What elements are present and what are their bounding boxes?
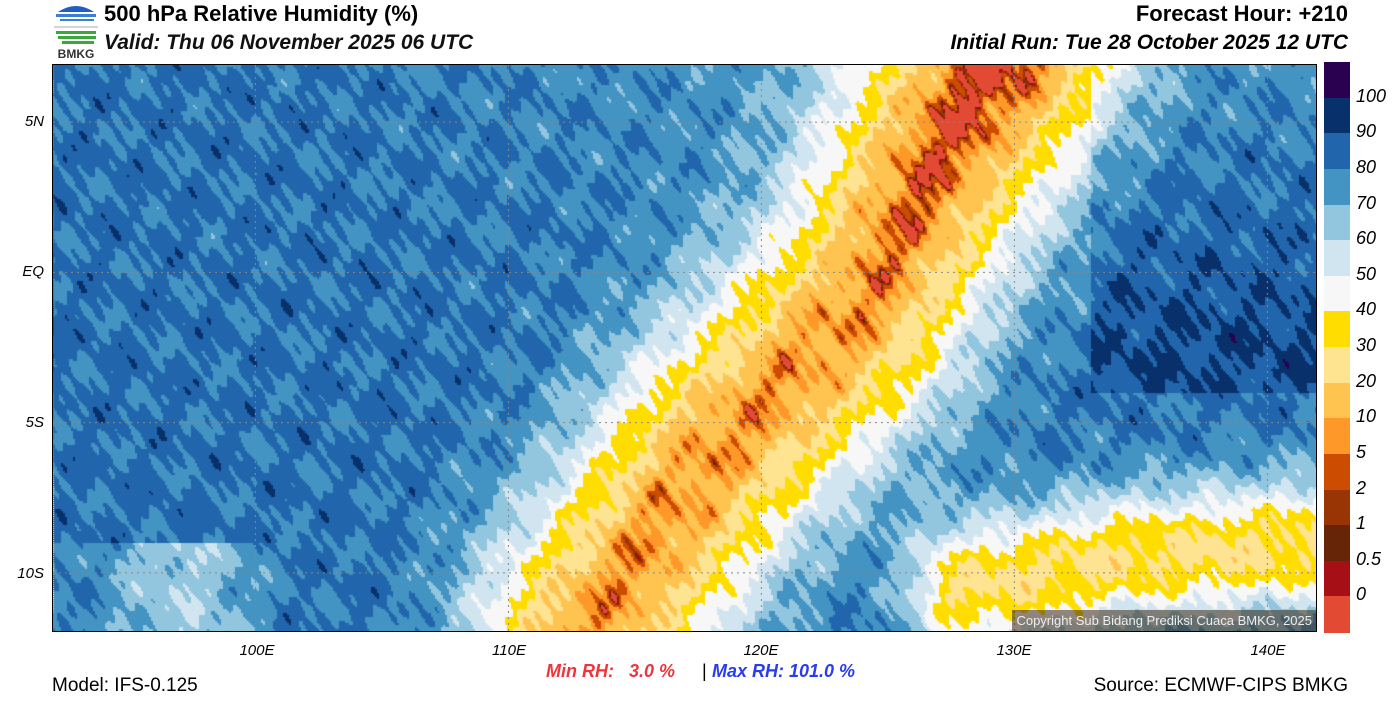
lat-tick-eq: EQ	[22, 263, 44, 280]
colorbar-segment	[1324, 240, 1350, 277]
max-rh: Max RH: 101.0 %	[712, 661, 856, 681]
separator: |	[702, 661, 707, 681]
colorbar-label: 0.5	[1356, 548, 1382, 569]
colorbar-segment	[1324, 560, 1350, 597]
colorbar-segment	[1324, 311, 1350, 348]
min-rh: Min RH: 3.0 %	[546, 661, 676, 681]
colorbar-label: 2	[1356, 477, 1367, 498]
colorbar-segment	[1324, 62, 1350, 99]
colorbar-segment	[1324, 418, 1350, 455]
colorbar-segment	[1324, 525, 1350, 562]
copyright-notice: Copyright Sub Bidang Prediksi Cuaca BMKG…	[1012, 610, 1316, 631]
lon-tick-100e: 100E	[239, 642, 275, 659]
colorbar-segment	[1324, 275, 1350, 312]
lon-tick-130e: 130E	[996, 642, 1032, 659]
humidity-map: Copyright Sub Bidang Prediksi Cuaca BMKG…	[52, 64, 1317, 632]
colorbar-segment	[1324, 453, 1350, 490]
colorbar-label: 0	[1356, 584, 1367, 605]
colorbar-label: 70	[1356, 192, 1377, 213]
colorbar-label: 80	[1356, 156, 1377, 177]
source-label: Source: ECMWF-CIPS BMKG	[1093, 675, 1348, 696]
humidity-field	[53, 65, 1316, 631]
lat-tick-5s: 5S	[25, 414, 44, 431]
lon-tick-120e: 120E	[743, 642, 779, 659]
valid-time: Valid: Thu 06 November 2025 06 UTC	[104, 31, 474, 54]
forecast-hour: Forecast Hour: +210	[1135, 1, 1348, 26]
colorbar-label: 100	[1356, 85, 1387, 106]
colorbar-label: 5	[1356, 441, 1367, 462]
chart-title: 500 hPa Relative Humidity (%)	[104, 1, 419, 26]
bmkg-logo: BMKG	[52, 2, 100, 62]
colorbar-label: 50	[1356, 263, 1377, 284]
svg-text:BMKG: BMKG	[58, 47, 95, 61]
colorbar-segment	[1324, 382, 1350, 419]
lon-tick-110e: 110E	[492, 642, 526, 659]
colorbar-label: 20	[1356, 370, 1377, 391]
colorbar-label: 1	[1356, 513, 1367, 534]
colorbar-label: 30	[1356, 335, 1377, 355]
colorbar-label: 10	[1356, 406, 1377, 427]
lon-tick-140e: 140E	[1250, 642, 1286, 659]
colorbar	[1324, 62, 1350, 633]
graticule	[53, 65, 1316, 631]
colorbar-label: 40	[1356, 299, 1377, 320]
model-label: Model: IFS-0.125	[52, 675, 198, 696]
colorbar-segment	[1324, 133, 1350, 170]
colorbar-label: 90	[1356, 121, 1377, 142]
colorbar-segment	[1324, 168, 1350, 205]
colorbar-segment	[1324, 489, 1350, 526]
colorbar-label: 60	[1356, 228, 1377, 249]
colorbar-segment	[1324, 347, 1350, 384]
colorbar-segment	[1324, 596, 1350, 633]
initial-run: Initial Run: Tue 28 October 2025 12 UTC	[950, 31, 1348, 54]
colorbar-segment	[1324, 97, 1350, 134]
lat-tick-10s: 10S	[17, 565, 44, 582]
lat-tick-5n: 5N	[24, 113, 44, 130]
colorbar-segment	[1324, 204, 1350, 241]
